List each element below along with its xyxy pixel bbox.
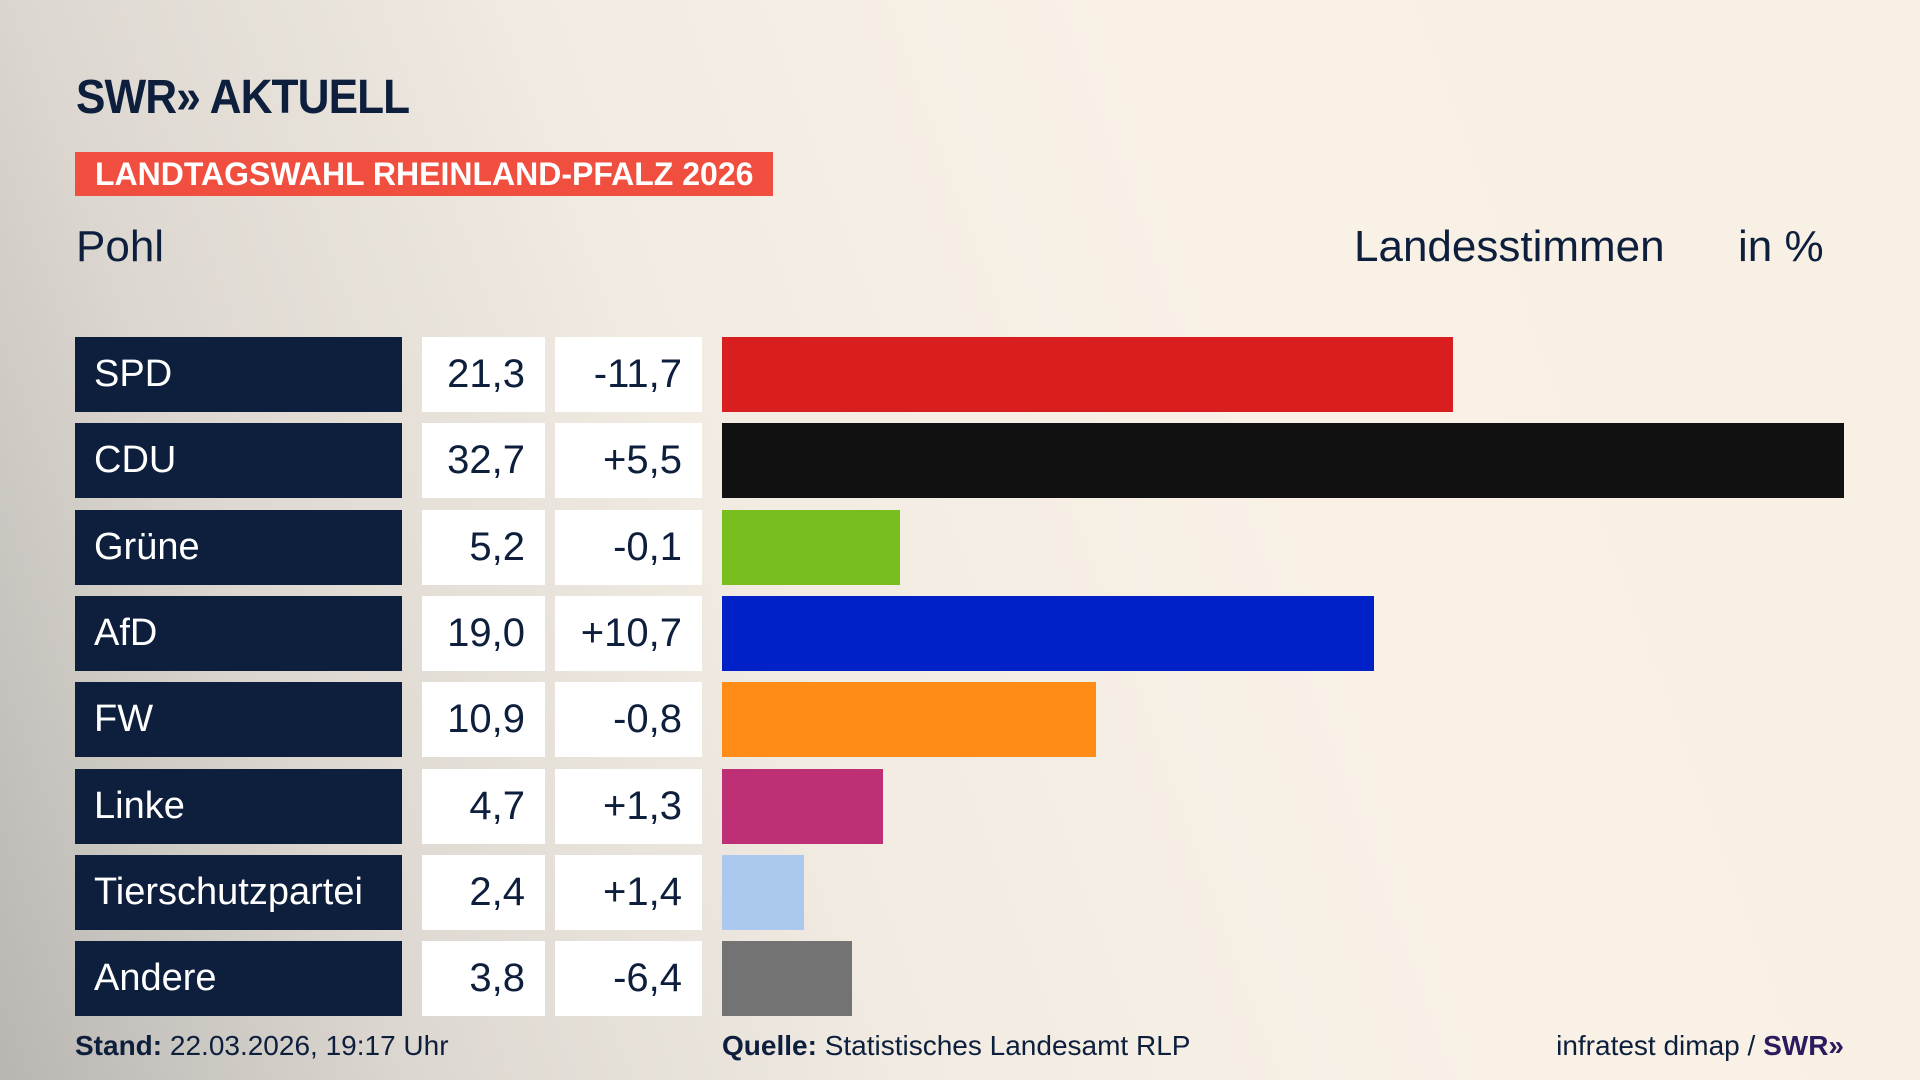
party-value: 21,3	[422, 337, 545, 412]
party-bar	[722, 337, 1453, 412]
party-value: 10,9	[422, 682, 545, 758]
unit-label: in %	[1738, 222, 1824, 271]
party-change: +5,5	[555, 423, 702, 499]
party-row: FW 10,9 -0,8	[0, 682, 1920, 758]
party-value: 4,7	[422, 768, 545, 844]
party-bar	[722, 423, 1844, 499]
party-row: SPD 21,3 -11,7	[0, 337, 1920, 412]
party-name: CDU	[75, 423, 402, 499]
party-row: Andere 3,8 -6,4	[0, 941, 1920, 1017]
party-bar	[722, 509, 901, 585]
party-change: +1,4	[555, 854, 702, 930]
party-bar	[722, 854, 805, 930]
swr-aktuell-logo: SWR» AKTUELL	[76, 71, 410, 124]
party-name: Linke	[75, 768, 402, 844]
constituency-title: Pohl	[76, 222, 165, 271]
party-row: Grüne 5,2 -0,1	[0, 509, 1920, 585]
party-change: -6,4	[555, 941, 702, 1017]
party-value: 3,8	[422, 941, 545, 1017]
stand-value: 22.03.2026, 19:17 Uhr	[162, 1030, 449, 1061]
source-label: Quelle:	[722, 1030, 817, 1061]
credit-info: infratest dimap / SWR»	[1556, 1030, 1844, 1062]
party-name: Tierschutzpartei	[75, 854, 402, 930]
party-row: AfD 19,0 +10,7	[0, 595, 1920, 671]
party-bar	[722, 682, 1096, 758]
credit-text: infratest dimap /	[1556, 1030, 1764, 1061]
party-value: 2,4	[422, 854, 545, 930]
party-name: Grüne	[75, 509, 402, 585]
party-change: -0,1	[555, 509, 702, 585]
party-bar	[722, 595, 1374, 671]
source-info: Quelle: Statistisches Landesamt RLP	[722, 1030, 1190, 1062]
party-bar	[722, 768, 884, 844]
party-bar	[722, 941, 853, 1017]
party-value: 5,2	[422, 509, 545, 585]
source-value: Statistisches Landesamt RLP	[816, 1030, 1191, 1061]
party-value: 32,7	[422, 423, 545, 499]
measure-label: Landesstimmen	[1354, 222, 1665, 271]
party-change: -0,8	[555, 682, 702, 758]
party-value: 19,0	[422, 595, 545, 671]
party-row: Linke 4,7 +1,3	[0, 768, 1920, 844]
party-row: Tierschutzpartei 2,4 +1,4	[0, 854, 1920, 930]
party-name: AfD	[75, 595, 402, 671]
stand-label: Stand:	[75, 1030, 163, 1061]
party-name: FW	[75, 682, 402, 758]
stand-info: Stand: 22.03.2026, 19:17 Uhr	[75, 1030, 449, 1062]
swr-logo: SWR»	[1763, 1030, 1844, 1061]
party-name: SPD	[75, 337, 402, 412]
party-change: -11,7	[555, 337, 702, 412]
party-row: CDU 32,7 +5,5	[0, 423, 1920, 499]
party-change: +10,7	[555, 595, 702, 671]
party-change: +1,3	[555, 768, 702, 844]
election-banner: LANDTAGSWAHL RHEINLAND-PFALZ 2026	[75, 152, 774, 196]
party-name: Andere	[75, 941, 402, 1017]
